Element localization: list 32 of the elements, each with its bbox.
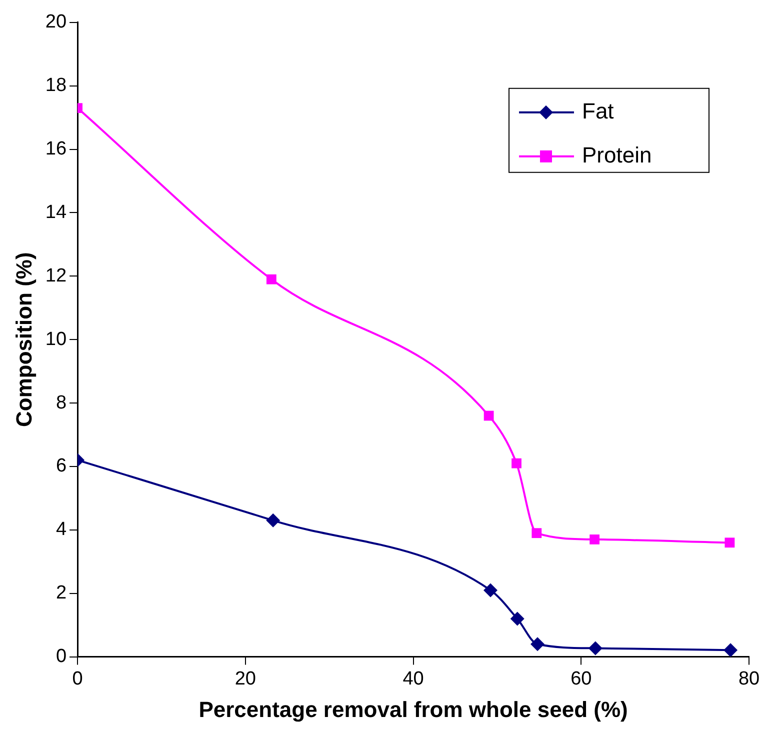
y-tick-label: 14 bbox=[45, 202, 67, 223]
point bbox=[266, 513, 280, 528]
y-tick-label: 0 bbox=[56, 646, 67, 668]
x-tick-label: 60 bbox=[570, 668, 592, 690]
x-tick-label: 40 bbox=[402, 668, 424, 690]
point bbox=[590, 534, 600, 544]
y-tick-label: 2 bbox=[56, 582, 67, 604]
point bbox=[530, 637, 544, 652]
x-tick-label: 20 bbox=[234, 668, 256, 690]
y-tick-label: 4 bbox=[56, 519, 67, 540]
y-axis-title: Composition (%) bbox=[11, 252, 36, 427]
y-tick-label: 18 bbox=[45, 75, 67, 96]
y-tick-label: 6 bbox=[56, 456, 67, 477]
x-tick-label: 0 bbox=[72, 668, 83, 690]
legend-label: Protein bbox=[582, 142, 652, 168]
legend-label: Fat bbox=[582, 98, 614, 124]
point bbox=[588, 641, 602, 656]
point bbox=[484, 410, 494, 421]
y-tick-label: 16 bbox=[45, 138, 67, 160]
y-tick-label: 8 bbox=[56, 392, 67, 414]
point bbox=[266, 274, 276, 284]
point bbox=[532, 528, 542, 538]
point bbox=[483, 583, 498, 598]
point bbox=[724, 643, 738, 657]
y-tick-label: 10 bbox=[45, 328, 67, 350]
y-tick-label: 20 bbox=[45, 12, 67, 33]
point bbox=[724, 538, 735, 548]
point bbox=[512, 458, 522, 468]
y-tick-label: 12 bbox=[45, 265, 67, 286]
x-axis-title: Percentage removal from whole seed (%) bbox=[198, 696, 628, 722]
x-tick-label: 80 bbox=[738, 668, 760, 690]
point bbox=[510, 612, 524, 626]
